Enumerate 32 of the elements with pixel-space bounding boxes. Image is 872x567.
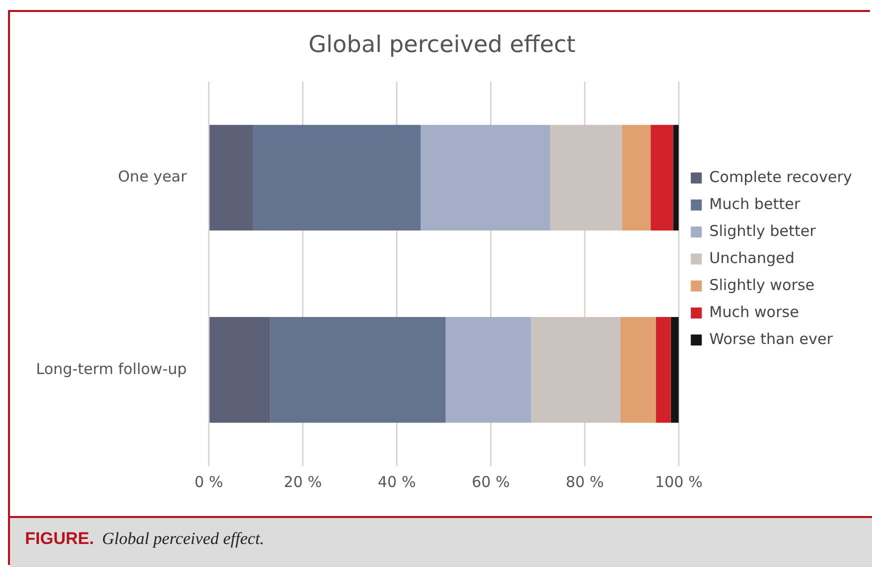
text: FIGURE. [25, 529, 94, 548]
bar [673, 124, 679, 231]
bar [531, 317, 621, 423]
y-tick-label: One year [118, 168, 188, 186]
bar [670, 317, 679, 423]
legend-label: Unchanged [709, 248, 795, 267]
x-tick-label: 100 % [654, 472, 703, 491]
bar [620, 317, 656, 423]
bar [210, 317, 270, 423]
legend-label: Worse than ever [709, 330, 834, 348]
y-tick-label: Long-term follow-up [36, 360, 187, 378]
x-tick-label: 0 % [194, 472, 224, 491]
bar [252, 124, 421, 231]
x-tick-label: 40 % [378, 472, 416, 491]
bar [270, 317, 446, 423]
chart-title: Global perceived effect [308, 32, 576, 58]
bar [446, 317, 532, 423]
legend-label: Complete recovery [709, 168, 852, 186]
bar [656, 317, 671, 423]
legend-label: Much better [709, 194, 802, 213]
bar [210, 124, 253, 231]
x-tick-label: 80 % [566, 472, 604, 491]
bar [622, 124, 651, 231]
x-tick-label: 60 % [472, 472, 510, 491]
legend-label: Slightly worse [709, 276, 815, 294]
legend-label: Slightly better [709, 222, 817, 240]
x-tick-label: 20 % [284, 472, 322, 491]
bar [420, 124, 550, 231]
bar [550, 124, 622, 231]
bar [650, 124, 674, 231]
text: Global perceived effect. [102, 529, 264, 548]
legend-label: Much worse [709, 302, 799, 321]
